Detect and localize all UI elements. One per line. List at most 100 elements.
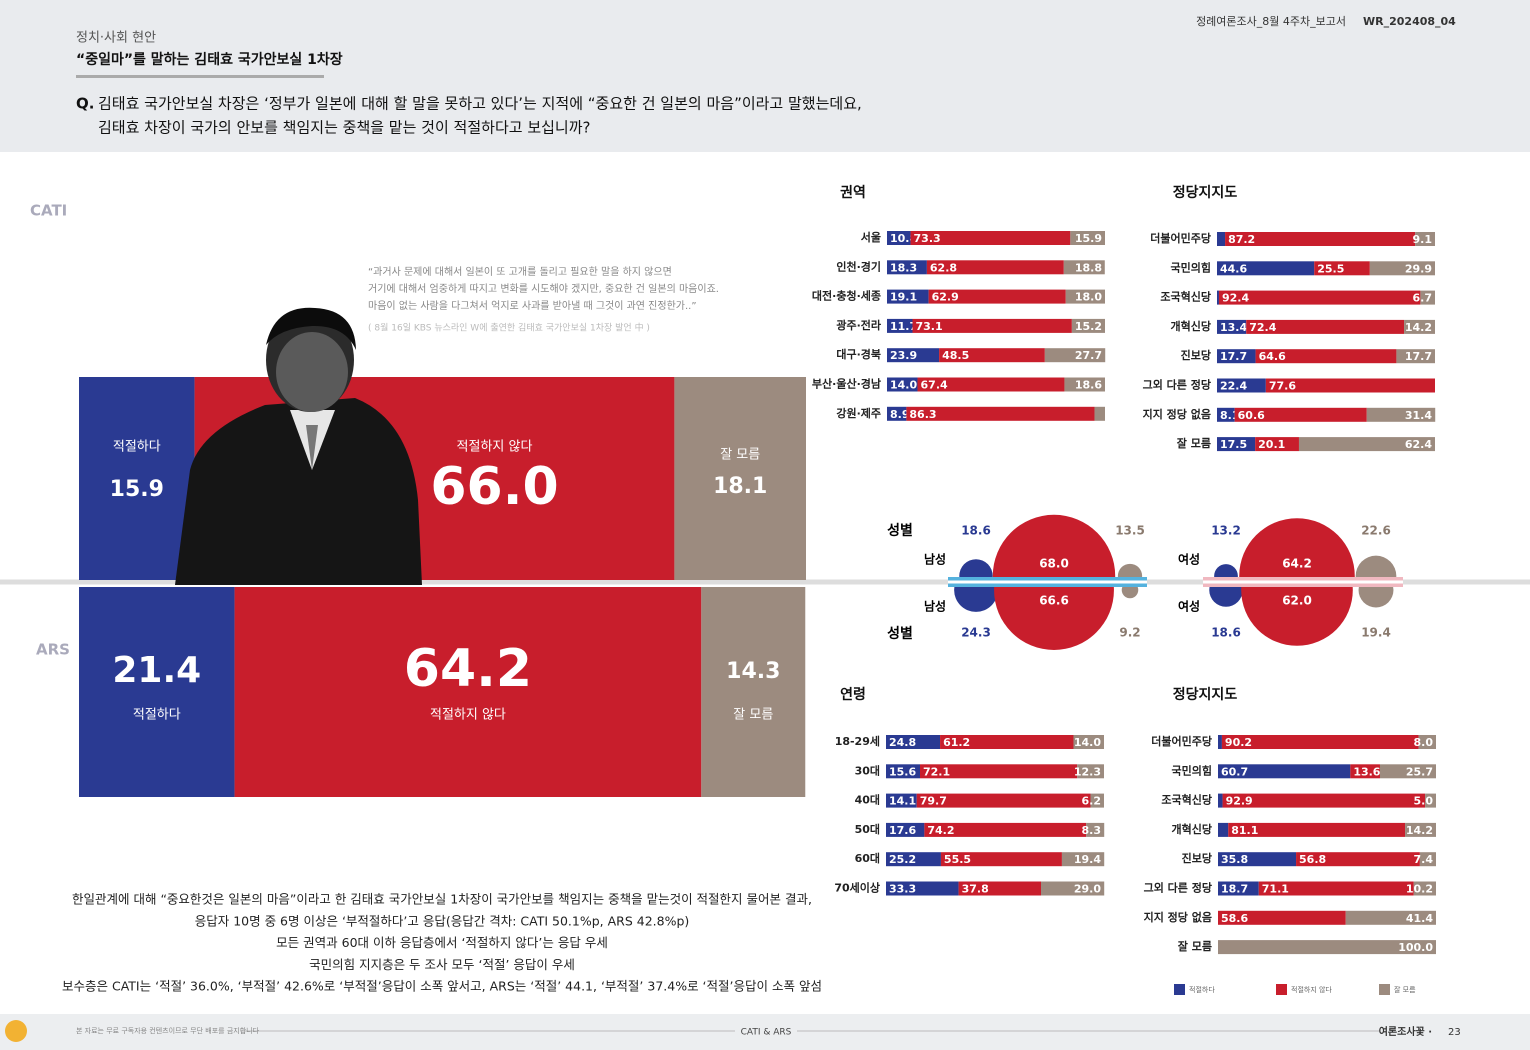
row-label: 잘 모름 [1178, 940, 1212, 953]
row-segment [1217, 232, 1226, 246]
row-segment [1061, 852, 1105, 867]
row-value: 13.6 [1353, 765, 1380, 778]
bubble [994, 583, 1114, 650]
row-value: 27.7 [1075, 349, 1102, 362]
row-label: 더불어민주당 [1151, 734, 1212, 748]
overall-category: 적절하다 [133, 708, 181, 723]
row-value: 67.4 [921, 379, 948, 392]
panel-title: 연령 [840, 687, 866, 703]
row-segment [886, 881, 959, 896]
row-label: 광주·전라 [836, 318, 882, 332]
row-value: 18.3 [890, 261, 917, 274]
quote-line: 마음이 없는 사람을 다그쳐서 억지로 사과를 받아낼 때 그것이 과연 진정한… [368, 299, 697, 312]
legend-label: 잘 모름 [1394, 986, 1416, 994]
row-value: 24.8 [889, 736, 916, 749]
overall-value: 18.1 [713, 474, 767, 499]
row-segment [1218, 793, 1223, 808]
group-label: 여성 [1178, 552, 1200, 567]
row-segment [1420, 290, 1435, 305]
row-value: 17.7 [1405, 350, 1432, 363]
row-value: 25.7 [1406, 765, 1433, 778]
overall-segment [234, 587, 702, 797]
row-segment [920, 764, 1078, 779]
bubble-value: 66.6 [1039, 594, 1069, 608]
overall-value: 15.9 [110, 477, 164, 502]
overall-value: 64.2 [404, 639, 532, 699]
row-label: 70세이상 [834, 881, 880, 895]
row-segment [887, 231, 911, 245]
row-value: 14.0 [1074, 736, 1101, 749]
row-value: 6.7 [1413, 292, 1433, 305]
row-segment [1379, 764, 1436, 779]
row-label: 지지 정당 없음 [1143, 407, 1211, 421]
row-segment [886, 852, 941, 867]
row-segment [1073, 735, 1104, 749]
row-label: 18-29세 [835, 734, 880, 748]
row-label: 잘 모름 [1177, 437, 1211, 450]
summary-line: 응답자 10명 중 6명 이상은 ‘부적절하다’고 응답(응답간 격차: CAT… [195, 913, 690, 928]
row-value: 18.8 [1075, 261, 1102, 274]
bubble-value: 24.3 [961, 626, 991, 640]
row-segment [1218, 735, 1222, 749]
row-value: 25.2 [889, 853, 916, 866]
row-segment [1369, 261, 1435, 276]
row-segment [886, 735, 941, 749]
question-line: 김태효 차장이 국가의 안보를 책임지는 중책을 맡는 것이 적절하다고 보십니… [98, 119, 590, 137]
gender-chart: 성별성별남성남성18.668.013.524.366.69.2여성여성13.26… [887, 514, 1403, 650]
row-segment [912, 318, 1072, 333]
row-value: 33.3 [889, 883, 916, 896]
row-segment [1218, 881, 1259, 896]
overall-category: 잘 모름 [720, 448, 760, 463]
row-value: 62.8 [930, 261, 957, 274]
legend-label: 적절하다 [1189, 985, 1215, 994]
row-segment [1234, 407, 1367, 422]
row-value: 22.4 [1220, 380, 1247, 393]
footer-notice: 본 자료는 무료 구독자용 컨텐츠이므로 무단 배포를 금지합니다 [76, 1026, 260, 1035]
row-segment [1044, 348, 1106, 363]
panel-title: 정당지지도 [1173, 686, 1238, 703]
footer-brand: 여론조사꽃 · [1379, 1025, 1432, 1038]
survey-label: ARS [36, 641, 70, 659]
row-segment [886, 793, 917, 808]
footer-center: CATI & ARS [741, 1028, 792, 1038]
row-value: 9.1 [1413, 233, 1433, 246]
row-value: 14.1 [889, 795, 916, 808]
row-value: 92.4 [1222, 292, 1249, 305]
row-value: 86.3 [909, 408, 936, 421]
row-segment [1296, 852, 1420, 867]
row-value: 73.1 [916, 320, 943, 333]
row-label: 50대 [855, 822, 880, 836]
row-value: 14.2 [1405, 321, 1432, 334]
quote-line: 거기에 대해서 엄중하게 따지고 변화를 시도해야 겠지만, 중요한 건 일본의… [368, 282, 719, 295]
title-underline [76, 75, 324, 78]
row-segment [887, 377, 918, 392]
row-segment [887, 318, 913, 333]
bubble [1209, 583, 1243, 607]
row-value: 37.8 [962, 883, 989, 896]
bubble [959, 559, 993, 582]
row-segment [1246, 319, 1405, 334]
question-line: 김태효 국가안보실 차장은 ‘정부가 일본에 대해 할 말을 못하고 있다’는 … [98, 95, 862, 113]
gender-title: 성별 [887, 522, 913, 539]
summary-line: 국민의힘 지지층은 두 조사 모두 ‘적절’ 응답이 우세 [309, 957, 575, 972]
bubble [992, 514, 1116, 582]
overall-value: 66.0 [430, 457, 558, 517]
row-label: 60대 [855, 851, 880, 865]
row-segment [1255, 437, 1299, 452]
overall-segment [79, 377, 195, 580]
row-segment [1040, 881, 1105, 896]
row-segment [1418, 735, 1436, 749]
row-segment [1217, 319, 1247, 334]
row-label: 조국혁신당 [1160, 290, 1211, 304]
row-value: 8.0 [1414, 736, 1434, 749]
row-value: 12.3 [1074, 765, 1101, 778]
legend-swatch [1379, 984, 1390, 995]
quote-line: “과거사 문제에 대해서 일본이 또 고개를 돌리고 필요한 말을 하지 않으면 [368, 265, 672, 278]
overall-bars: 15.9 적절하다 66.0 적절하지 않다 18.1 잘 모름 21.4 적절하다 64.2 적… [79, 377, 806, 797]
row-value: 79.7 [920, 795, 947, 808]
report-code: WR_202408_04 [1363, 15, 1456, 28]
row-segment [940, 735, 1074, 749]
row-label: 진보당 [1181, 348, 1211, 362]
row-value: 10.2 [1406, 883, 1433, 896]
row-segment [1090, 793, 1104, 808]
